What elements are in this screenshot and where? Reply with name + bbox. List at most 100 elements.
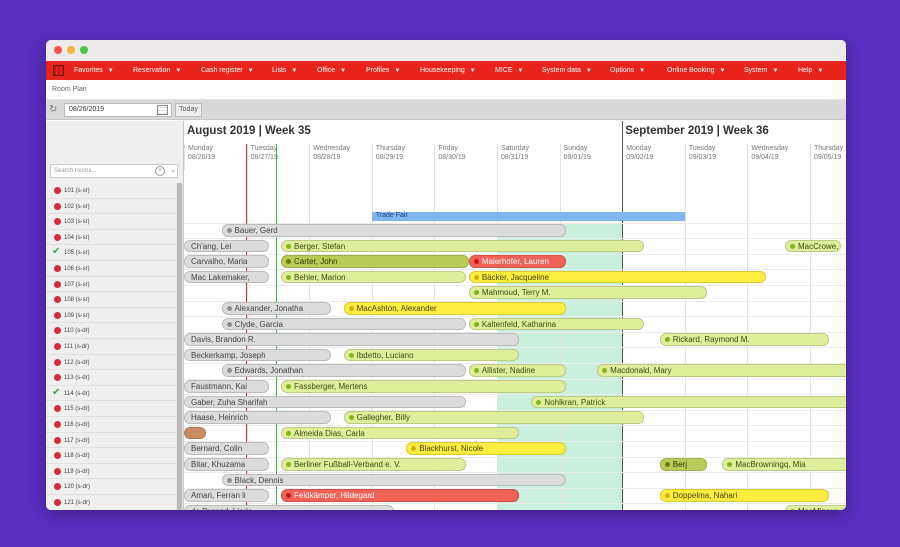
booking-bar[interactable]: Clyde, Garcia [221,317,466,331]
booking-bar[interactable]: Alexander, Jonatha [221,302,332,315]
room-row[interactable]: 118 (s-dr) [46,448,176,464]
booking-bar[interactable]: Beckerkamp, Joseph [184,348,332,362]
room-row[interactable]: 112 (s-dr) [46,354,176,371]
maximize-window-button[interactable] [80,46,88,54]
room-row[interactable]: 110 (s-dr) [46,323,176,339]
chevron-down-icon[interactable]: ⌄ [170,167,176,174]
booking-bar[interactable]: Fassberger, Mertens [281,380,566,393]
room-row[interactable]: 108 (s-sr) [46,292,176,308]
room-row[interactable]: ✔ 114 (s-dr) [46,385,176,402]
booking-bar[interactable]: Mahmoud, Terry M. [468,286,707,299]
room-row[interactable]: 120 (s-dr) [46,479,176,495]
room-row[interactable]: 121 (s-dr) [46,495,176,510]
menu-item-favorites[interactable]: Favorites ▼ [74,66,114,76]
menu-item-online-booking[interactable]: Online Booking ▼ [667,66,725,76]
booking-bar[interactable]: Bauer, Gerd [221,224,566,237]
date-field[interactable]: 08/26/2019 [64,103,172,117]
booking-bar[interactable]: Maierhofer, Lauren [468,255,566,268]
day-header[interactable]: Saturday 08/31/19 [497,144,559,170]
booking-bar[interactable]: Macdonald, Mary [597,364,846,377]
booking-bar[interactable]: Haase, Heinrich [184,411,332,424]
booking-bar[interactable]: de Durand, Linda [184,504,394,510]
booking-bar[interactable]: Blackhurst, Nicole [406,442,566,455]
booking-bar[interactable]: Nohlkran, Patrick [531,395,846,409]
room-list-scrollbar[interactable] [176,183,183,510]
booking-bar[interactable]: MacBrowningq, Mia [722,458,846,471]
booking-bar[interactable]: Amari, Ferran li [184,489,269,502]
booking-bar[interactable]: Rickard, Raymond M. [659,333,829,346]
booking-bar[interactable]: Black, Dennis [221,473,566,487]
room-row[interactable]: ✔ 105 (s-sr) [46,245,176,261]
booking-bar[interactable]: Berliner Fußball-Verband e. V. [281,458,466,471]
day-header[interactable]: Monday 08/26/19 [184,144,246,170]
booking-bar[interactable]: Carter, John [281,255,469,268]
booking-bar[interactable]: Ch'ang, Lei [184,239,269,253]
room-row[interactable]: 106 (s-sr) [46,261,176,277]
day-header[interactable]: Wednesday 08/28/19 [309,144,371,170]
booking-bar[interactable] [184,426,206,440]
room-row[interactable]: 119 (s-dr) [46,463,176,480]
room-search-input[interactable]: Search rooms... × ⌄ [50,164,178,178]
booking-bar[interactable]: Feldkämper, Hildegard [281,489,519,502]
scrollbar-thumb[interactable] [177,183,182,510]
menu-item-lists[interactable]: Lists ▼ [272,66,297,76]
booking-bar[interactable]: Ibdetto, Luciano [343,348,519,362]
menu-item-cash-register[interactable]: Cash register ▼ [201,66,254,76]
booking-bar[interactable]: Berj [659,458,707,471]
room-row[interactable]: 103 (s-sr) [46,214,176,230]
booking-bar[interactable]: Allister, Nadine [468,364,566,377]
room-row[interactable]: 115 (s-dr) [46,401,176,417]
menu-item-help[interactable]: Help ▼ [798,66,823,76]
booking-bar[interactable]: Berger, Stefan [281,239,645,253]
booking-bar[interactable]: MacMineur [784,504,846,510]
booking-bar[interactable]: Bitar, Khuzama [184,458,269,471]
day-header[interactable]: Thursday 09/05/19 [810,144,846,170]
room-row[interactable]: 104 (s-sr) [46,229,176,246]
menu-item-housekeeping[interactable]: Housekeeping ▼ [420,66,476,76]
booking-bar[interactable]: Gallegher, Billy [343,411,645,424]
minimize-window-button[interactable] [67,46,75,54]
menu-item-options[interactable]: Options ▼ [610,66,645,76]
booking-bar[interactable]: Bäcker, Jacqueline [468,270,767,284]
day-header[interactable]: Wednesday 09/04/19 [747,144,809,170]
today-button[interactable]: Today [175,103,202,117]
day-header[interactable]: Friday 08/30/19 [434,144,496,170]
day-header[interactable]: Thursday 08/29/19 [371,144,434,170]
room-row[interactable]: 107 (s-sr) [46,276,176,293]
booking-bar[interactable]: Davis, Brandon R. [184,333,519,346]
room-row[interactable]: 101 (s-sr) [46,183,176,199]
app-menu-icon[interactable] [53,65,64,76]
booking-bar[interactable]: Faustmann, Kai [184,380,269,393]
booking-bar[interactable]: Doppelma, Nahari [659,489,829,502]
day-header[interactable]: Tuesday 08/27/19 [246,144,309,170]
booking-bar[interactable]: Mac Lakemaker, [184,270,269,284]
booking-bar[interactable]: Kaltenfeld, Katharina [468,317,645,331]
calendar-icon[interactable] [157,105,168,115]
menu-item-mice[interactable]: MICE ▼ [495,66,523,76]
event-trade-fair[interactable]: Trade Fair [371,212,685,221]
room-row[interactable]: 102 (s-sr) [46,198,176,215]
close-window-button[interactable] [54,46,62,54]
room-row[interactable]: 113 (s-dr) [46,370,176,386]
menu-item-profiles[interactable]: Profiles ▼ [366,66,400,76]
booking-bar[interactable]: Almeida Dias, Carla [281,426,519,440]
booking-bar[interactable]: Behler, Marion [281,270,466,284]
booking-bar[interactable]: MacCrowe, [784,239,842,253]
room-row[interactable]: 117 (s-dr) [46,432,176,449]
room-row[interactable]: 116 (s-dr) [46,417,176,433]
day-header[interactable]: Tuesday 09/03/19 [684,144,747,170]
room-row[interactable]: 111 (s-dr) [46,339,176,355]
day-header[interactable]: Sunday 09/01/19 [559,144,622,170]
day-header[interactable]: Monday 09/02/19 [622,144,684,170]
menu-item-system[interactable]: System ▼ [744,66,778,76]
booking-bar[interactable]: Gaber, Zuha Sharifah [184,395,466,409]
menu-item-system-data[interactable]: System data ▼ [542,66,592,76]
booking-bar[interactable]: Edwards, Jonathan [221,364,466,377]
menu-item-reservation[interactable]: Reservation ▼ [133,66,181,76]
booking-bar[interactable]: Bernard, Colin [184,442,269,455]
room-row[interactable]: 109 (s-sr) [46,307,176,324]
booking-bar[interactable]: Carvalho, Maria [184,255,269,268]
menu-item-office[interactable]: Office ▼ [317,66,346,76]
refresh-icon[interactable]: ↻ [49,104,58,115]
booking-bar[interactable]: MacAshton, Alexander [343,302,566,315]
